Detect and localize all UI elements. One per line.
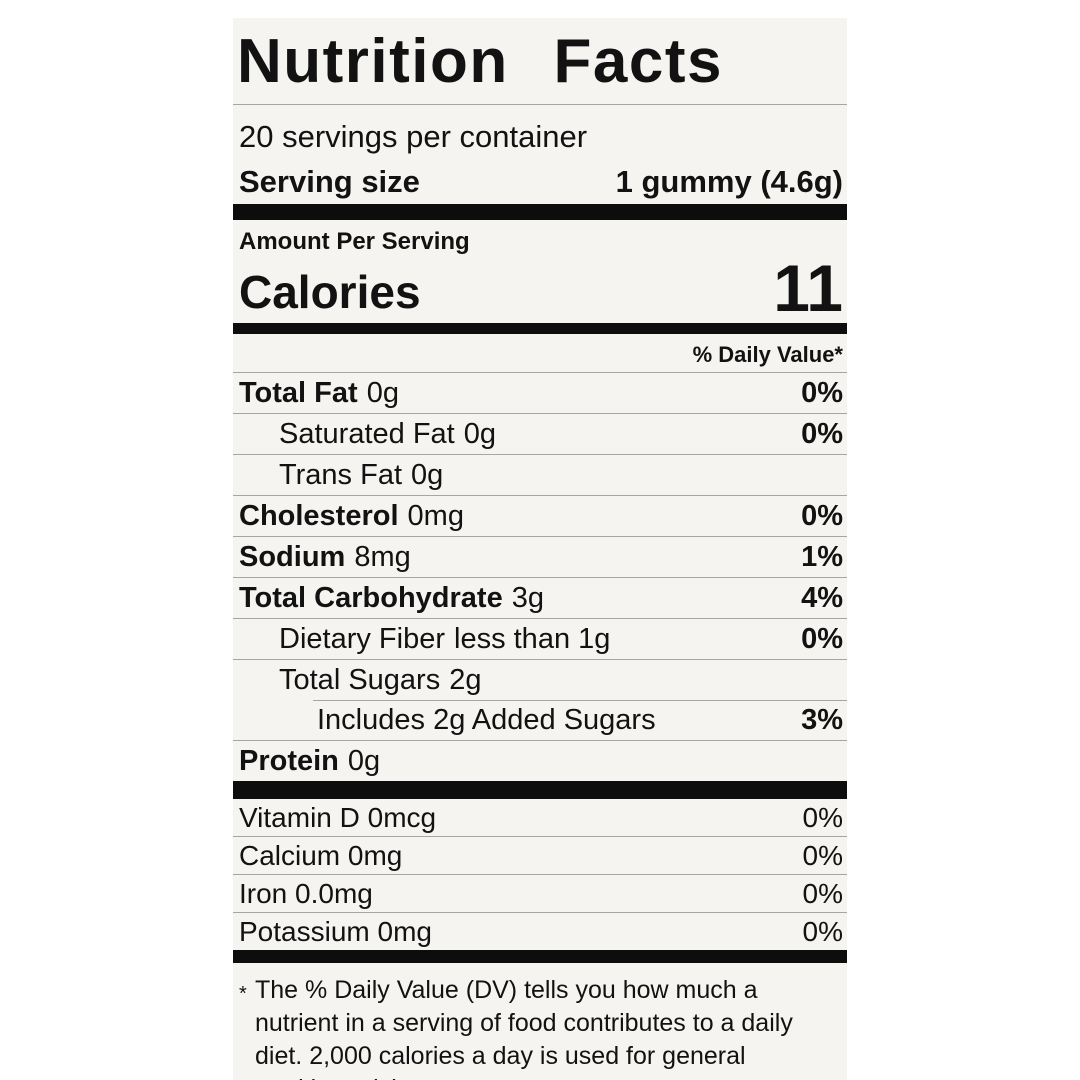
- table-row: Sodium 8mg 1%: [233, 536, 847, 577]
- label-title: Nutrition Facts: [233, 18, 847, 105]
- table-row: Cholesterol 0mg 0%: [233, 495, 847, 536]
- micronutrient-name: Potassium 0mg: [239, 915, 432, 947]
- thick-divider-top: [233, 204, 847, 220]
- footnote-asterisk: *: [239, 983, 247, 1005]
- calories-value: 11: [773, 251, 843, 325]
- nutrient-amount: 2g: [449, 663, 482, 696]
- thick-divider-protein: [233, 781, 847, 799]
- footnote: * The % Daily Value (DV) tells you how m…: [233, 963, 847, 1080]
- nutrition-facts-label: Nutrition Facts 20 servings per containe…: [233, 18, 847, 1080]
- nutrient-amount: 8mg: [354, 540, 411, 573]
- footnote-text: The % Daily Value (DV) tells you how muc…: [255, 976, 793, 1080]
- nutrient-name: Saturated Fat: [279, 417, 455, 450]
- nutrient-dv: 1%: [801, 540, 843, 573]
- micronutrient-name: Iron 0.0mg: [239, 877, 373, 909]
- table-row: Protein 0g: [233, 740, 847, 781]
- nutrient-name: Total Sugars: [279, 663, 441, 696]
- table-row: Total Fat 0g 0%: [233, 373, 847, 413]
- nutrient-name: Includes 2g Added Sugars: [317, 703, 656, 736]
- table-row: Includes 2g Added Sugars 3%: [233, 700, 847, 740]
- nutrient-name: Dietary Fiber: [279, 622, 445, 655]
- nutrient-dv: 0%: [801, 622, 843, 655]
- nutrient-name: Sodium: [239, 540, 346, 573]
- micronutrient-name: Calcium 0mg: [239, 839, 403, 871]
- table-row: Potassium 0mg 0%: [233, 912, 847, 950]
- table-row: Total Sugars 2g: [233, 659, 847, 700]
- amount-per-serving-label: Amount Per Serving: [239, 228, 470, 255]
- serving-size-label: Serving size: [239, 164, 420, 199]
- thick-divider-bottom: [233, 950, 847, 963]
- micronutrient-name: Vitamin D 0mcg: [239, 801, 437, 833]
- nutrient-amount: less than 1g: [454, 622, 611, 655]
- table-row: Saturated Fat 0g 0%: [233, 413, 847, 454]
- micronutrient-dv: 0%: [802, 877, 843, 909]
- nutrient-name: Trans Fat: [279, 458, 403, 491]
- calories-row: Calories 11: [233, 255, 847, 323]
- micronutrient-dv: 0%: [802, 915, 843, 947]
- table-row: Calcium 0mg 0%: [233, 836, 847, 874]
- thick-divider-calories: [233, 323, 847, 334]
- nutrient-amount: 0g: [347, 744, 381, 777]
- nutrient-amount: 3g: [511, 581, 544, 614]
- nutrient-dv: 0%: [801, 499, 843, 532]
- table-row: Dietary Fiber less than 1g 0%: [233, 618, 847, 659]
- nutrient-dv: 0%: [801, 376, 843, 409]
- nutrient-name: Cholesterol: [239, 499, 399, 532]
- serving-size-row: Serving size 1 gummy (4.6g): [233, 160, 847, 204]
- nutrient-amount: 0g: [411, 458, 444, 491]
- nutrient-name: Total Carbohydrate: [239, 581, 503, 614]
- nutrient-dv: 0%: [801, 417, 843, 450]
- nutrient-dv: 4%: [801, 581, 843, 614]
- nutrient-rows: Total Fat 0g 0% Saturated Fat 0g 0% Trans …: [233, 373, 847, 781]
- table-row: Total Carbohydrate 3g 4%: [233, 577, 847, 618]
- nutrient-name: Total Fat: [239, 376, 358, 409]
- nutrient-name: Protein: [239, 744, 339, 777]
- nutrient-amount: 0g: [463, 417, 496, 450]
- serving-size-value: 1 gummy (4.6g): [615, 164, 843, 199]
- nutrient-amount: 0mg: [407, 499, 464, 532]
- micronutrient-dv: 0%: [802, 839, 843, 871]
- calories-label: Calories: [239, 266, 421, 318]
- micronutrient-rows: Vitamin D 0mcg 0% Calcium 0mg 0% Iron 0.…: [233, 799, 847, 950]
- table-row: Iron 0.0mg 0%: [233, 874, 847, 912]
- nutrient-amount: 0g: [366, 376, 399, 409]
- nutrient-dv: 3%: [801, 703, 843, 736]
- table-row: Vitamin D 0mcg 0%: [233, 799, 847, 836]
- micronutrient-dv: 0%: [802, 801, 843, 833]
- daily-value-header: % Daily Value*: [233, 334, 847, 373]
- servings-per-container: 20 servings per container: [239, 119, 588, 154]
- table-row: Trans Fat 0g: [233, 454, 847, 495]
